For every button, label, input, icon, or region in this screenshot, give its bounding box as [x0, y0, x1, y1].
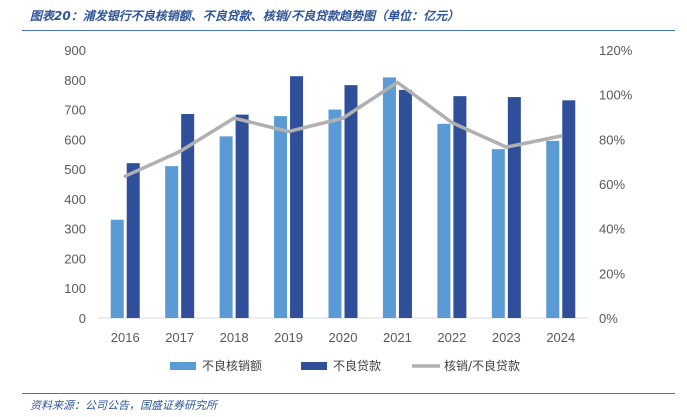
x-tick-label: 2024 [546, 330, 575, 345]
legend-label: 不良贷款 [333, 358, 381, 373]
writeoff-bar [274, 116, 288, 319]
npl-bar [507, 97, 521, 318]
writeoff-bar [491, 149, 505, 318]
y-right-tick-label: 100% [599, 88, 633, 103]
writeoff-bar [328, 109, 342, 318]
y-right-tick-label: 120% [599, 43, 633, 58]
npl-bar [290, 76, 304, 319]
chart-title: 图表20：浦发银行不良核销额、不良贷款、核销/不良贷款趋势图（单位：亿元） [30, 9, 460, 23]
writeoff-bar [382, 77, 396, 318]
x-tick-label: 2019 [274, 330, 303, 345]
npl-bar [181, 114, 195, 319]
ratio-series-line [123, 80, 563, 178]
legend-swatch [170, 362, 196, 370]
y-left-tick-label: 700 [64, 103, 86, 118]
chart-bars [110, 76, 576, 319]
npl-bar [453, 96, 467, 319]
legend-swatch [301, 362, 327, 370]
writeoff-bar [219, 136, 233, 318]
chart-legend: 不良核销额 不良贷款 核销/不良贷款 [170, 358, 520, 373]
y-right-tick-label: 60% [599, 177, 625, 192]
x-tick-label: 2016 [111, 330, 140, 345]
y-right-tick-label: 20% [599, 266, 625, 281]
legend-label: 核销/不良贷款 [444, 358, 520, 373]
top-divider [22, 30, 675, 31]
legend-label: 不良核销额 [202, 358, 262, 373]
x-tick-label: 2021 [383, 330, 412, 345]
writeoff-bar [165, 166, 179, 318]
x-tick-label: 2022 [437, 330, 466, 345]
y-right-tick-label: 0% [599, 311, 618, 326]
npl-bar [235, 114, 249, 319]
y-left-tick-label: 300 [64, 222, 86, 237]
writeoff-bar [437, 123, 451, 318]
npl-bar [398, 89, 412, 318]
bottom-divider [22, 393, 675, 394]
y-left-tick-label: 500 [64, 162, 86, 177]
y-left-tick-label: 100 [64, 281, 86, 296]
y-left-tick-label: 200 [64, 251, 86, 266]
y-left-tick-label: 400 [64, 192, 86, 207]
npl-bar [344, 85, 358, 318]
x-tick-label: 2023 [492, 330, 521, 345]
x-tick-label: 2017 [165, 330, 194, 345]
x-tick-label: 2018 [220, 330, 249, 345]
source-note: 资料来源：公司公告，国盛证券研究所 [30, 399, 217, 412]
npl-bar [126, 163, 140, 318]
writeoff-bar [110, 219, 124, 318]
chart-ratio-line [123, 80, 563, 178]
chart-axes: 0 100 200 300 400 500 600 700 800 900 0% 20% 40% 60% 8… [64, 43, 632, 345]
y-left-tick-label: 800 [64, 73, 86, 88]
x-tick-label: 2020 [329, 330, 358, 345]
y-left-tick-label: 600 [64, 132, 86, 147]
npl-bar [562, 100, 576, 318]
y-right-tick-label: 40% [599, 222, 625, 237]
y-left-tick-label: 0 [79, 311, 86, 326]
y-left-tick-label: 900 [64, 43, 86, 58]
y-right-tick-label: 80% [599, 132, 625, 147]
writeoff-bar [546, 140, 560, 318]
